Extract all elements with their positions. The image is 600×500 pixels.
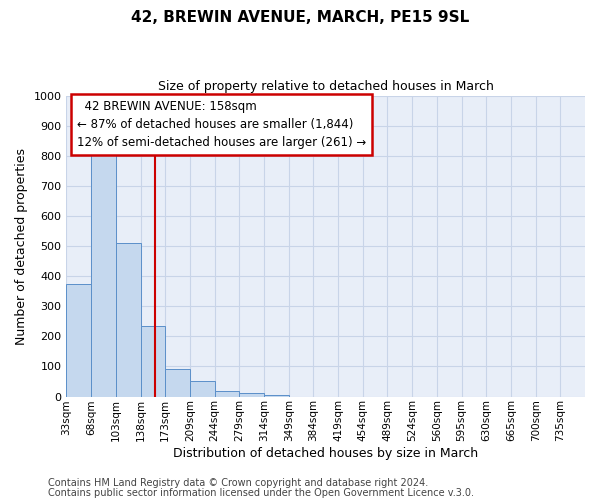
Text: 42 BREWIN AVENUE: 158sqm
← 87% of detached houses are smaller (1,844)
12% of sem: 42 BREWIN AVENUE: 158sqm ← 87% of detach… [77, 100, 366, 149]
Bar [239, 392, 264, 396]
X-axis label: Distribution of detached houses by size in March: Distribution of detached houses by size … [173, 447, 478, 460]
Title: Size of property relative to detached houses in March: Size of property relative to detached ho… [158, 80, 494, 93]
Y-axis label: Number of detached properties: Number of detached properties [15, 148, 28, 344]
Bar [190, 381, 215, 396]
Text: Contains HM Land Registry data © Crown copyright and database right 2024.: Contains HM Land Registry data © Crown c… [48, 478, 428, 488]
Bar [215, 390, 239, 396]
Bar [140, 326, 165, 396]
Text: 42, BREWIN AVENUE, MARCH, PE15 9SL: 42, BREWIN AVENUE, MARCH, PE15 9SL [131, 10, 469, 25]
Bar [165, 368, 190, 396]
Bar [91, 150, 116, 396]
Text: Contains public sector information licensed under the Open Government Licence v.: Contains public sector information licen… [48, 488, 474, 498]
Bar [264, 395, 289, 396]
Bar [67, 284, 91, 397]
Bar [116, 243, 140, 396]
